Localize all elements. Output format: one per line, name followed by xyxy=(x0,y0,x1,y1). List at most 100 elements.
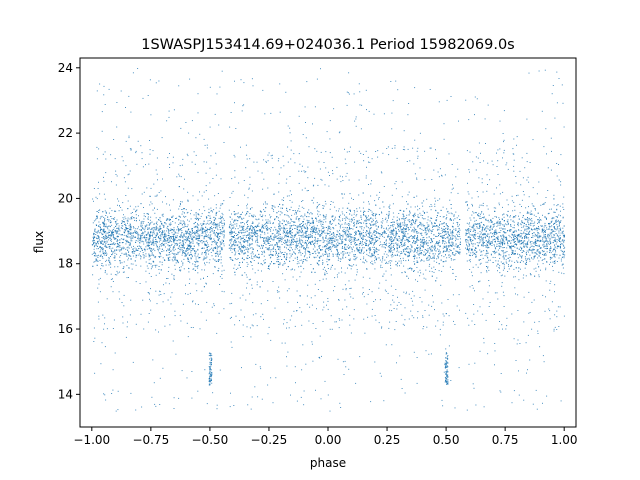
data-point xyxy=(105,242,107,244)
data-point xyxy=(406,237,408,239)
data-point xyxy=(381,226,383,228)
data-point xyxy=(145,246,147,248)
data-point xyxy=(331,246,333,248)
data-point xyxy=(373,251,375,253)
data-point xyxy=(229,233,231,235)
data-point xyxy=(147,216,149,218)
data-point xyxy=(262,214,264,216)
data-point xyxy=(219,284,221,285)
data-point xyxy=(306,223,308,225)
data-point xyxy=(235,269,237,270)
data-point xyxy=(104,237,106,239)
data-point xyxy=(454,218,456,220)
data-point xyxy=(278,264,280,266)
data-point xyxy=(362,247,363,249)
data-point xyxy=(554,253,556,255)
data-point xyxy=(505,236,507,238)
data-point xyxy=(536,245,537,247)
data-point xyxy=(292,244,294,245)
data-point xyxy=(197,227,199,229)
data-point xyxy=(515,229,517,231)
data-point xyxy=(481,229,483,231)
data-point xyxy=(233,248,235,249)
data-point xyxy=(404,242,406,244)
data-point xyxy=(314,242,316,244)
data-point xyxy=(150,229,152,230)
data-point xyxy=(495,248,497,250)
data-point xyxy=(367,245,369,247)
data-point xyxy=(563,240,565,242)
data-point xyxy=(517,257,519,259)
data-point xyxy=(149,244,150,246)
data-point xyxy=(556,247,558,249)
data-point xyxy=(320,229,322,231)
data-point xyxy=(149,219,151,221)
data-point xyxy=(193,248,195,249)
data-point xyxy=(203,258,205,260)
data-point xyxy=(248,239,250,241)
data-point xyxy=(306,225,308,227)
data-point xyxy=(131,246,132,248)
data-point xyxy=(131,235,133,237)
data-point xyxy=(286,236,288,238)
data-point xyxy=(243,227,245,229)
data-point xyxy=(289,230,291,232)
data-point xyxy=(510,219,512,221)
data-point xyxy=(278,228,280,230)
data-point xyxy=(230,249,232,251)
data-point xyxy=(377,239,379,241)
data-point xyxy=(470,252,472,254)
data-point xyxy=(377,236,379,238)
data-point xyxy=(514,253,516,254)
data-point xyxy=(465,247,466,249)
data-point xyxy=(332,201,334,203)
data-point xyxy=(474,220,476,222)
data-point xyxy=(549,232,551,234)
data-point xyxy=(392,230,394,232)
data-point xyxy=(496,232,498,234)
data-point xyxy=(313,243,315,245)
data-point xyxy=(157,233,159,235)
data-point xyxy=(232,236,234,238)
data-point xyxy=(329,237,331,239)
data-point xyxy=(407,219,409,221)
data-point xyxy=(302,241,304,243)
data-point xyxy=(403,235,405,237)
data-point xyxy=(419,232,421,234)
data-point xyxy=(551,237,553,239)
data-point xyxy=(528,251,529,253)
data-point xyxy=(112,281,114,282)
data-point xyxy=(552,250,554,252)
data-point xyxy=(480,272,482,274)
data-point xyxy=(326,253,328,255)
data-point xyxy=(551,257,553,259)
data-point xyxy=(282,229,284,231)
data-point xyxy=(388,245,390,247)
data-point xyxy=(135,232,136,234)
data-point xyxy=(467,246,468,248)
data-point xyxy=(208,208,210,210)
data-point xyxy=(422,215,424,216)
data-point xyxy=(108,258,110,260)
data-point xyxy=(325,249,326,251)
data-point xyxy=(154,242,156,244)
data-point xyxy=(314,229,316,231)
data-point xyxy=(532,258,534,260)
data-point xyxy=(102,247,104,249)
data-point xyxy=(137,234,139,236)
data-point xyxy=(446,248,448,249)
data-point xyxy=(403,243,405,245)
data-point xyxy=(302,262,304,264)
data-point xyxy=(394,237,396,238)
data-point xyxy=(315,231,316,233)
data-point xyxy=(307,220,309,222)
data-point xyxy=(374,257,376,259)
data-point xyxy=(558,239,559,241)
data-point xyxy=(556,221,558,222)
data-point xyxy=(319,245,321,247)
data-point xyxy=(229,225,231,227)
data-point xyxy=(414,229,416,231)
data-point xyxy=(191,228,193,229)
data-point xyxy=(412,242,414,244)
